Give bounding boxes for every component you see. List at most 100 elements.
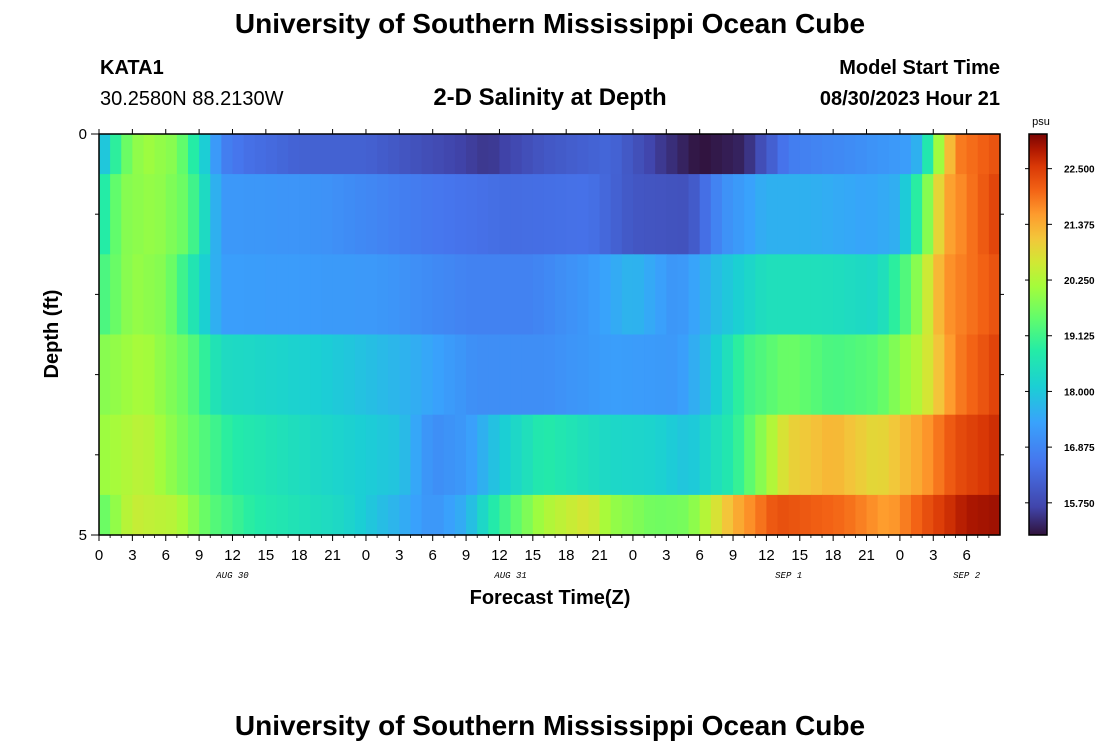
heatmap-cell: [944, 254, 957, 336]
heatmap-cell: [276, 334, 289, 416]
heatmap-cell: [977, 334, 990, 416]
heatmap-cell: [388, 254, 400, 336]
heatmap-cell: [877, 134, 890, 175]
heatmap-cell: [655, 414, 667, 496]
heatmap-cell: [744, 334, 756, 416]
x-tick-label: 12: [758, 547, 775, 564]
heatmap-cell: [922, 494, 934, 536]
heatmap-cell: [766, 334, 779, 416]
heatmap-cell: [710, 134, 723, 175]
heatmap-cell: [621, 174, 634, 255]
heatmap-cell: [510, 174, 523, 255]
heatmap-cell: [132, 494, 145, 536]
date-label: SEP 1: [775, 571, 802, 581]
heatmap-cell: [421, 334, 434, 416]
heatmap-cell: [421, 134, 434, 175]
heatmap-cell: [644, 414, 656, 496]
heatmap-cell: [599, 174, 612, 255]
heatmap-cell: [577, 134, 590, 175]
heatmap-cell: [343, 334, 356, 416]
heatmap-cell: [99, 494, 111, 536]
heatmap-cell: [788, 254, 801, 336]
heatmap-cell: [288, 414, 300, 496]
heatmap-cell: [532, 134, 545, 175]
colorbar-tick-label: 18.000: [1064, 387, 1095, 398]
heatmap-cell: [499, 134, 512, 175]
heatmap-cell: [755, 494, 767, 536]
heatmap-cell: [721, 334, 734, 416]
heatmap-cell: [944, 174, 957, 255]
heatmap-cell: [343, 254, 356, 336]
heatmap-cell: [733, 494, 745, 536]
heatmap-cell: [254, 134, 267, 175]
heatmap-cell: [365, 414, 378, 496]
heatmap-cell: [132, 174, 145, 255]
heatmap-cell: [199, 254, 211, 336]
heatmap-cell: [421, 174, 434, 255]
heatmap-cell: [110, 334, 122, 416]
heatmap-cell: [599, 134, 612, 175]
footer-title: University of Southern Mississippi Ocean…: [234, 710, 866, 741]
plot-frame: [98, 133, 1001, 536]
heatmap-cell: [154, 334, 167, 416]
heatmap-cell: [110, 414, 122, 496]
heatmap-cell: [822, 254, 834, 336]
heatmap-cell: [555, 134, 567, 175]
x-tick-label: 21: [324, 547, 341, 564]
heatmap-cell: [499, 334, 512, 416]
heatmap-cell: [265, 334, 278, 416]
heatmap-cell: [99, 254, 111, 336]
heatmap-cell: [321, 254, 334, 336]
heatmap-cell: [377, 134, 389, 175]
heatmap-cell: [655, 334, 667, 416]
heatmap-cell: [977, 414, 990, 496]
heatmap-cell: [944, 494, 957, 536]
heatmap-cell: [399, 334, 412, 416]
heatmap-cell: [699, 494, 712, 536]
heatmap-cell: [343, 414, 356, 496]
heatmap-cell: [899, 334, 912, 416]
heatmap-cell: [365, 174, 378, 255]
heatmap-cell: [343, 174, 356, 255]
heatmap-cell: [822, 494, 834, 536]
heatmap-cell: [844, 174, 856, 255]
heatmap-cell: [877, 494, 890, 536]
heatmap-cell: [399, 254, 412, 336]
heatmap-cell: [855, 254, 868, 336]
heatmap-cell: [666, 414, 679, 496]
heatmap-cell: [254, 254, 267, 336]
heatmap-cell: [521, 174, 534, 255]
heatmap-cell: [432, 494, 445, 536]
heatmap-cell: [499, 414, 512, 496]
heatmap-cell: [977, 134, 990, 175]
heatmap-cell: [210, 134, 222, 175]
heatmap-cell: [410, 334, 423, 416]
heatmap-cell: [543, 134, 556, 175]
heatmap-cell: [466, 174, 478, 255]
heatmap-cell: [176, 494, 189, 536]
heatmap-cell: [810, 414, 823, 496]
heatmap-cell: [822, 134, 834, 175]
heatmap-cell: [588, 334, 601, 416]
heatmap-cell: [276, 414, 289, 496]
heatmap-cell: [911, 494, 923, 536]
heatmap-cell: [632, 334, 645, 416]
heatmap-cell: [677, 134, 690, 175]
heatmap-cell: [933, 254, 945, 336]
heatmap-cell: [388, 174, 400, 255]
heatmap-cell: [165, 414, 178, 496]
heatmap-cell: [299, 334, 311, 416]
heatmap-cell: [833, 134, 845, 175]
colorbar-tick-label: 20.250: [1064, 276, 1095, 287]
heatmap-cell: [299, 174, 311, 255]
heatmap-cell: [110, 254, 122, 336]
heatmap-cell: [977, 494, 990, 536]
heatmap-cell: [265, 174, 278, 255]
heatmap-cell: [966, 254, 979, 336]
heatmap-cell: [677, 494, 690, 536]
heatmap-cell: [388, 494, 400, 536]
heatmap-cell: [365, 494, 378, 536]
heatmap-cell: [288, 494, 300, 536]
heatmap-cell: [454, 494, 467, 536]
heatmap-cell: [276, 254, 289, 336]
